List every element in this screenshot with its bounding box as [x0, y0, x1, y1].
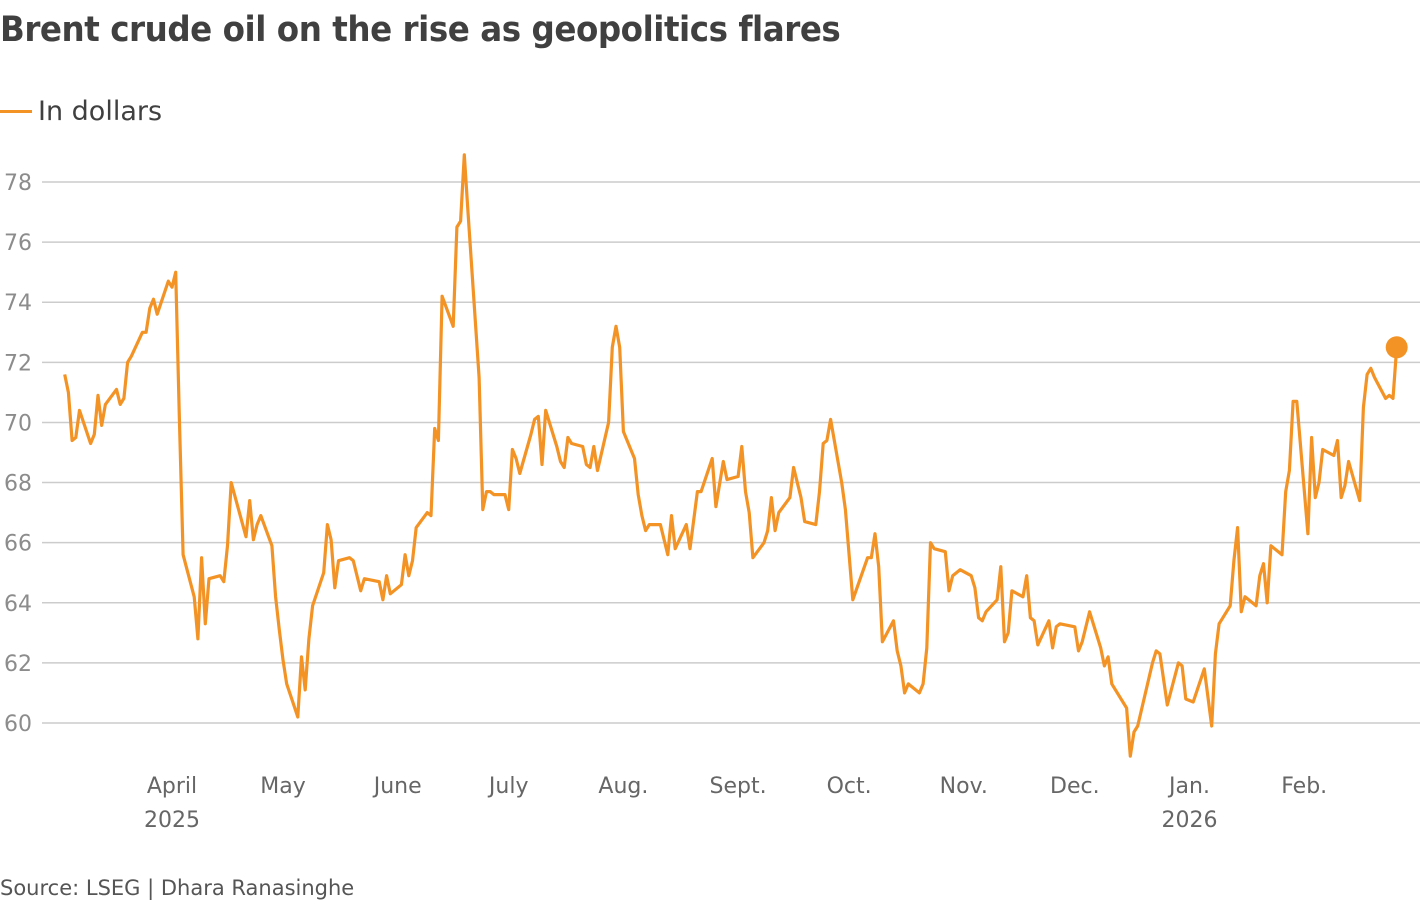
x-axis-ticks: April 2025 May June July Aug. Sept. Oct. Nov. Dec…: [144, 774, 1327, 833]
gridlines: [42, 181, 1420, 724]
end-point-marker: [1385, 336, 1408, 359]
y-tick-label: 76: [4, 231, 32, 256]
x-tick-label: Oct.: [827, 774, 872, 799]
y-tick-label: 68: [4, 472, 32, 497]
x-tick-label: June: [372, 774, 422, 799]
x-tick-year-label: 2025: [144, 808, 200, 833]
legend-line-swatch: [0, 110, 32, 113]
x-tick-label: May: [260, 774, 305, 799]
chart-title: Brent crude oil on the rise as geopoliti…: [0, 10, 841, 50]
x-tick-label: Dec.: [1050, 774, 1100, 799]
legend: In dollars: [0, 96, 162, 127]
y-tick-label: 72: [4, 351, 32, 376]
x-tick-label: Jan.: [1167, 774, 1210, 799]
y-tick-label: 70: [4, 411, 32, 436]
y-axis-ticks: 60 62 64 66 68 70 72 74 76 78: [4, 171, 32, 737]
x-tick-year-label: 2026: [1162, 808, 1218, 833]
y-tick-label: 60: [4, 712, 32, 737]
source-note: Source: LSEG | Dhara Ranasinghe: [0, 876, 355, 900]
y-tick-label: 64: [4, 592, 32, 617]
x-tick-label: July: [487, 774, 529, 799]
series-layer: [63, 153, 1408, 758]
series-line: [63, 153, 1399, 758]
x-tick-label: Nov.: [940, 774, 988, 799]
x-tick-label: April: [147, 774, 197, 799]
y-tick-label: 62: [4, 652, 32, 677]
y-tick-label: 66: [4, 532, 32, 557]
x-tick-label: Aug.: [598, 774, 648, 799]
x-tick-label: Sept.: [710, 774, 767, 799]
x-tick-label: Feb.: [1281, 774, 1327, 799]
y-tick-label: 78: [4, 171, 32, 196]
legend-label: In dollars: [38, 96, 163, 127]
y-tick-label: 74: [4, 291, 32, 316]
